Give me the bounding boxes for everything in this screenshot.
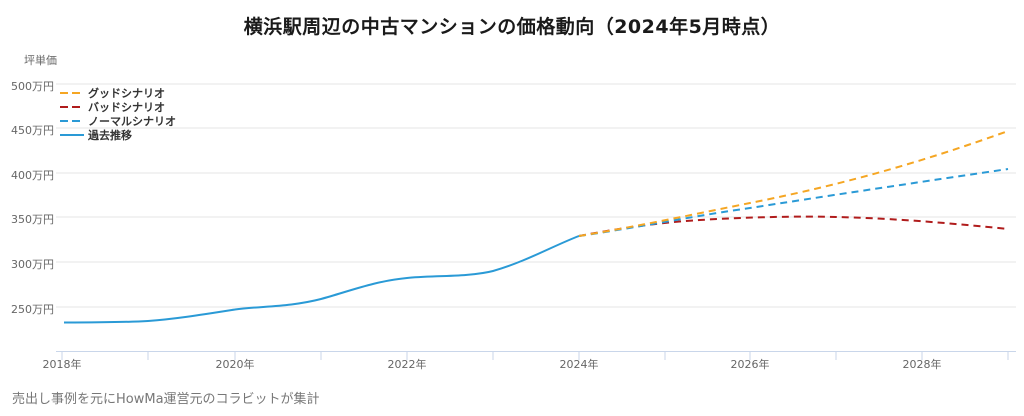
dashed-line-icon bbox=[60, 106, 84, 108]
x-axis bbox=[56, 351, 1016, 360]
y-tick-500: 500万円 bbox=[11, 80, 54, 93]
x-tick-2026: 2026年 bbox=[730, 358, 770, 371]
dashed-line-icon bbox=[60, 120, 84, 122]
series-past bbox=[63, 235, 580, 324]
legend-label: バッドシナリオ bbox=[88, 101, 165, 114]
y-tick-450: 450万円 bbox=[11, 124, 54, 137]
legend-item-good[interactable]: グッドシナリオ bbox=[60, 86, 176, 100]
y-axis-label: 坪単価 bbox=[24, 54, 57, 67]
legend-label: 過去推移 bbox=[88, 129, 132, 142]
y-tick-400: 400万円 bbox=[11, 169, 54, 182]
series-good bbox=[578, 130, 1009, 237]
source-note: 売出し事例を元にHowMa運営元のコラビットが集計 bbox=[12, 392, 320, 407]
legend-item-normal[interactable]: ノーマルシナリオ bbox=[60, 114, 176, 128]
legend-label: ノーマルシナリオ bbox=[88, 115, 176, 128]
chart-title: 横浜駅周辺の中古マンションの価格動向（2024年5月時点） bbox=[243, 16, 781, 38]
y-tick-250: 250万円 bbox=[11, 303, 54, 316]
y-tick-350: 350万円 bbox=[11, 213, 54, 226]
x-tick-2028: 2028年 bbox=[902, 358, 942, 371]
series-normal bbox=[578, 168, 1009, 237]
x-tick-2022: 2022年 bbox=[387, 358, 427, 371]
gridlines bbox=[56, 83, 1016, 308]
y-tick-300: 300万円 bbox=[11, 258, 54, 271]
legend-label: グッドシナリオ bbox=[88, 87, 165, 100]
x-tick-2024: 2024年 bbox=[559, 358, 599, 371]
dashed-line-icon bbox=[60, 92, 84, 94]
x-tick-2018: 2018年 bbox=[42, 358, 82, 371]
legend: グッドシナリオ バッドシナリオ ノーマルシナリオ 過去推移 bbox=[60, 86, 176, 142]
legend-item-bad[interactable]: バッドシナリオ bbox=[60, 100, 176, 114]
legend-item-past[interactable]: 過去推移 bbox=[60, 128, 176, 142]
solid-line-icon bbox=[60, 134, 84, 136]
x-tick-2020: 2020年 bbox=[215, 358, 255, 371]
